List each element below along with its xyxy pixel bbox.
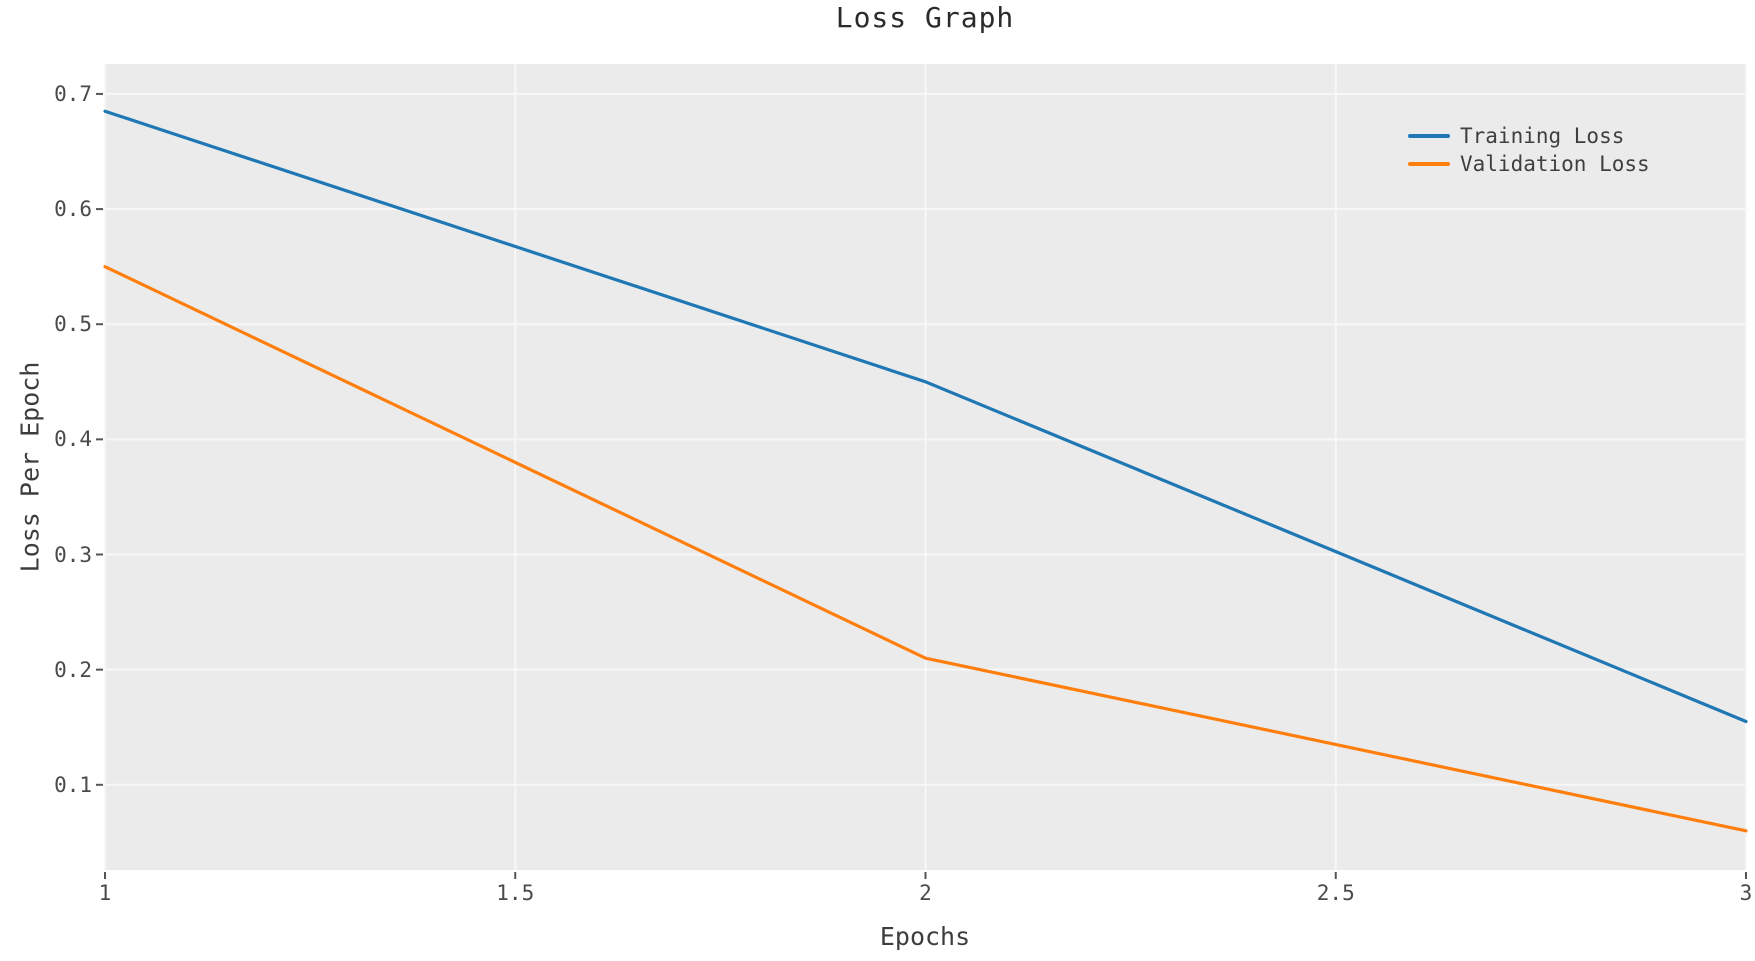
y-tick-label: 0.1 (54, 772, 92, 797)
legend: Training Loss Validation Loss (1408, 122, 1650, 178)
x-tick-label: 1 (98, 881, 112, 905)
x-tick-label: 2.5 (1316, 881, 1355, 905)
legend-label: Training Loss (1460, 124, 1625, 148)
y-tick-label: 0.7 (54, 81, 92, 106)
legend-entry-training-loss: Training Loss (1408, 122, 1650, 150)
y-tick-label: 0.6 (54, 197, 92, 222)
y-axis-label: Loss Per Epoch (15, 361, 45, 573)
x-axis-label: Epochs (879, 922, 971, 951)
x-tick-label: 2 (919, 881, 932, 905)
y-tick-label: 0.2 (54, 657, 92, 682)
y-tick-label: 0.5 (54, 312, 92, 337)
x-tick-label: 3 (1739, 881, 1753, 905)
legend-line-icon-validation-loss (1408, 162, 1450, 166)
x-tick-label: 1.5 (496, 881, 535, 905)
y-tick-label: 0.4 (54, 427, 92, 452)
series-line-training-loss (103, 109, 1748, 724)
y-tick-label: 0.3 (54, 542, 92, 567)
series-line-validation-loss (103, 265, 1748, 833)
legend-line-icon-training-loss (1408, 134, 1450, 138)
legend-entry-validation-loss: Validation Loss (1408, 150, 1650, 178)
legend-label: Validation Loss (1460, 152, 1650, 176)
chart-title: Loss Graph (835, 1, 1015, 34)
